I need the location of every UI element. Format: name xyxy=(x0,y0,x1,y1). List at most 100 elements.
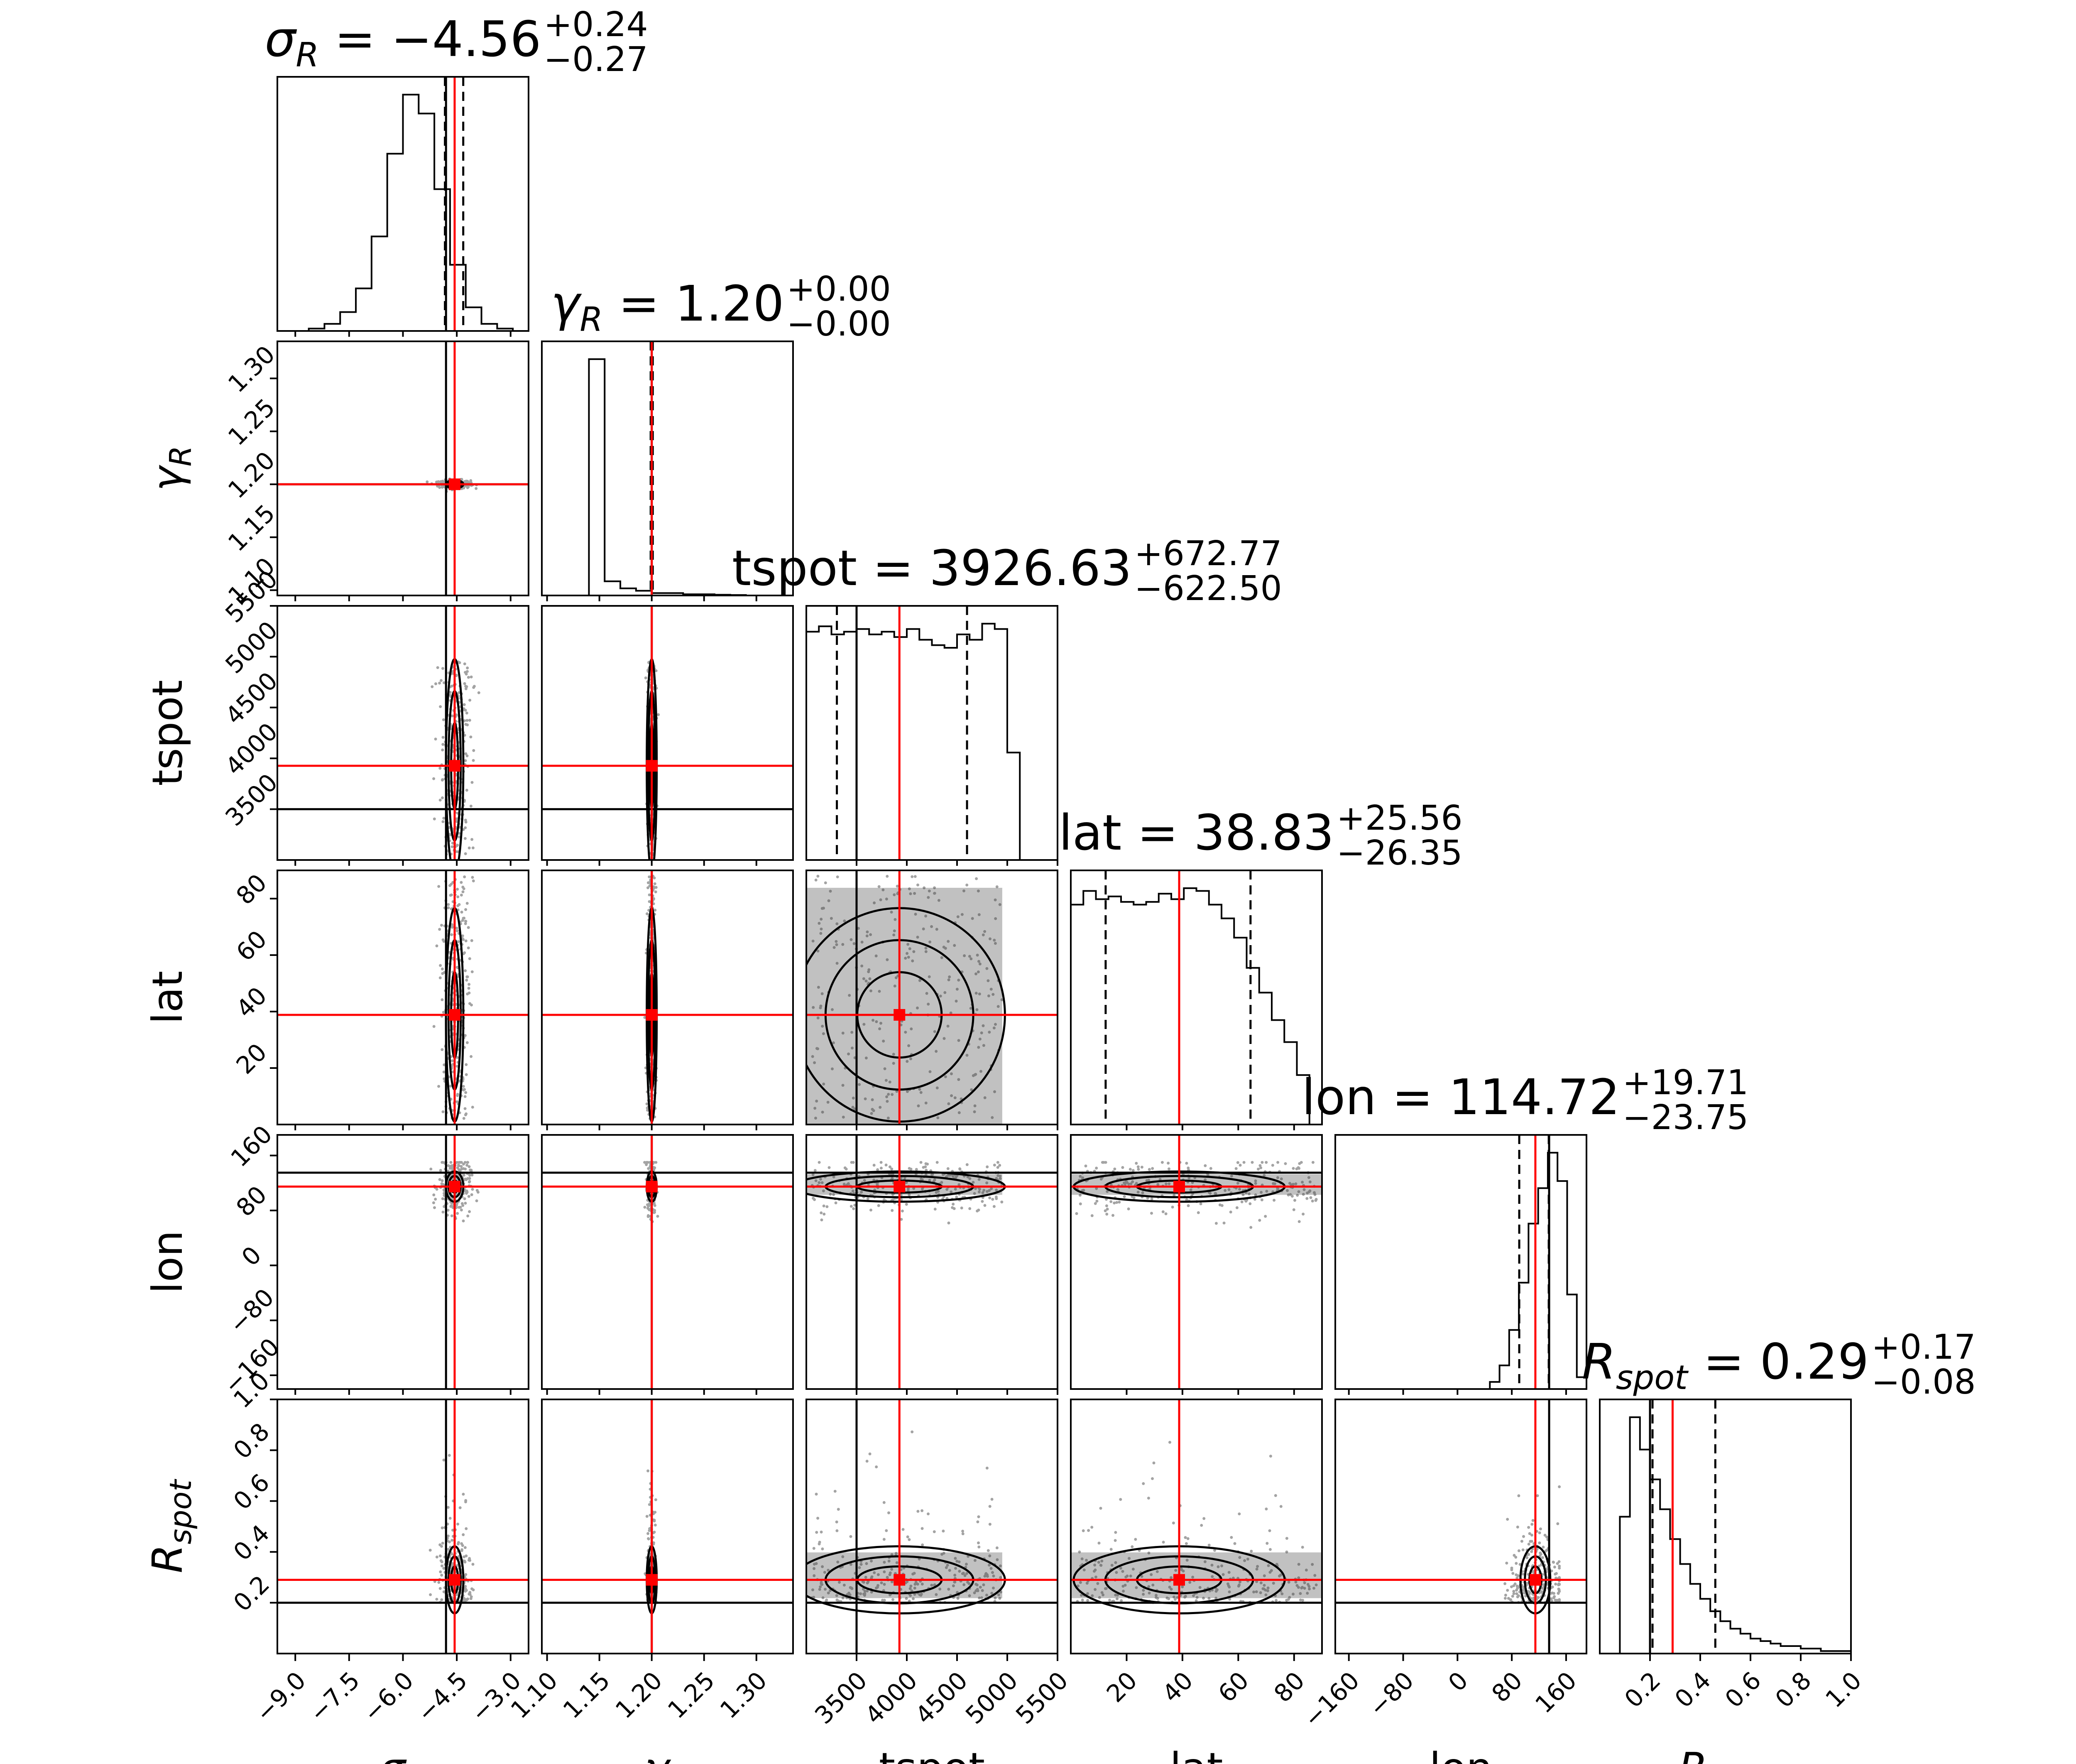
ytick-label-tspot-0: 3500 xyxy=(220,768,283,831)
panel-frame-gamma_R-tspot xyxy=(541,605,794,861)
ytick-label-R_spot-3: 0.8 xyxy=(228,1417,275,1464)
title-lon: lon = 114.72 xyxy=(1302,1068,1620,1126)
xaxis-label-R_spot: Rspot xyxy=(1679,1744,1773,1764)
ytick-label-tspot-3: 5000 xyxy=(220,616,283,679)
panel-frame-lat xyxy=(1070,870,1323,1125)
ytick-label-tspot-2: 4500 xyxy=(220,666,283,730)
title-upper-tspot: +672.77 xyxy=(1134,534,1282,573)
title-lower-tspot: −622.50 xyxy=(1134,569,1282,608)
xtick-label-R_spot-4: 1.0 xyxy=(1820,1666,1867,1713)
xtick-label-gamma_R-4: 1.30 xyxy=(715,1666,772,1724)
histogram-tspot xyxy=(805,622,1058,861)
histogram-sigma_R xyxy=(277,93,529,332)
panel-frame-gamma_R xyxy=(541,341,794,596)
title-upper-lon: +19.71 xyxy=(1623,1063,1748,1102)
ytick-label-R_spot-1: 0.4 xyxy=(228,1519,275,1566)
panel-frame-sigma_R-gamma_R xyxy=(277,341,529,596)
yaxis-label-gamma_R: γR xyxy=(143,446,198,491)
median-marker-gamma_R-tspot xyxy=(646,760,658,772)
panel-frame-sigma_R-R_spot xyxy=(277,1399,529,1654)
ytick-label-lon-1: −80 xyxy=(223,1283,279,1339)
panel-frame-gamma_R-lat xyxy=(541,870,794,1125)
panel-frame-tspot-lon xyxy=(805,1134,1058,1390)
xtick-label-lon-0: −160 xyxy=(1298,1666,1365,1733)
xtick-label-R_spot-0: 0.2 xyxy=(1619,1666,1666,1713)
xaxis-label-lon: lon xyxy=(1429,1744,1492,1764)
xtick-label-lon-3: 80 xyxy=(1486,1666,1528,1708)
title-sigma_R: σR = −4.56 xyxy=(265,10,541,74)
title-upper-gamma_R: +0.00 xyxy=(787,270,891,309)
xtick-label-sigma_R-1: −7.5 xyxy=(304,1666,365,1728)
xtick-label-lat-3: 80 xyxy=(1268,1666,1310,1708)
yaxis-label-lon: lon xyxy=(143,1230,192,1294)
xaxis-label-sigma_R: σR xyxy=(379,1744,426,1764)
xtick-label-tspot-4: 5500 xyxy=(1010,1666,1073,1730)
median-marker-sigma_R-lon xyxy=(448,1181,460,1193)
ytick-label-lon-3: 80 xyxy=(231,1180,272,1222)
xtick-label-R_spot-2: 0.6 xyxy=(1719,1666,1766,1713)
xtick-label-sigma_R-0: −9.0 xyxy=(250,1666,311,1728)
labels-layer: σR = −4.56 +0.24−0.27 γR = 1.20 +0.00−0.00 t… xyxy=(143,5,1976,1764)
xtick-label-tspot-3: 5000 xyxy=(960,1666,1023,1730)
title-gamma_R: γR = 1.20 xyxy=(551,275,784,339)
title-upper-lat: +25.56 xyxy=(1337,799,1462,838)
xtick-label-tspot-1: 4000 xyxy=(859,1666,923,1730)
panel-frame-tspot xyxy=(805,605,1058,861)
xaxis-label-gamma_R: γR xyxy=(645,1744,690,1764)
title-lower-sigma_R: −0.27 xyxy=(543,40,648,79)
xtick-label-tspot-2: 4500 xyxy=(910,1666,973,1730)
panel-frame-R_spot xyxy=(1599,1399,1852,1654)
title-lat: lat = 38.83 xyxy=(1059,804,1334,861)
histogram-lat xyxy=(1070,887,1322,1125)
title-lower-gamma_R: −0.00 xyxy=(787,304,891,344)
median-marker-lon-R_spot xyxy=(1529,1574,1541,1586)
xtick-label-lon-1: −80 xyxy=(1363,1666,1419,1722)
xtick-label-lat-1: 40 xyxy=(1157,1666,1198,1708)
xtick-label-lon-2: 0 xyxy=(1443,1666,1474,1697)
title-lower-R_spot: −0.08 xyxy=(1871,1362,1976,1402)
axes-frames-layer xyxy=(270,76,1852,1661)
xtick-label-tspot-0: 3500 xyxy=(809,1666,872,1730)
panel-frame-sigma_R-tspot xyxy=(277,605,529,861)
xtick-label-gamma_R-2: 1.20 xyxy=(610,1666,668,1724)
ytick-label-gamma_R-2: 1.20 xyxy=(223,446,280,504)
panel-frame-gamma_R-lon xyxy=(541,1134,794,1390)
ytick-label-tspot-1: 4000 xyxy=(220,718,283,781)
median-marker-sigma_R-lat xyxy=(448,1009,460,1021)
title-lower-lon: −23.75 xyxy=(1623,1098,1748,1137)
panel-frame-gamma_R-R_spot xyxy=(541,1399,794,1654)
panel-frame-tspot-R_spot xyxy=(805,1399,1058,1654)
panel-frame-lon-R_spot xyxy=(1334,1399,1587,1654)
scatter-sigma_R-R_spot xyxy=(428,1454,475,1615)
yaxis-label-R_spot: Rspot xyxy=(143,1479,198,1573)
ytick-label-gamma_R-4: 1.30 xyxy=(223,340,280,398)
title-R_spot: Rspot = 0.29 xyxy=(1582,1333,1869,1397)
xtick-label-lat-0: 20 xyxy=(1101,1666,1143,1708)
xtick-label-sigma_R-2: −6.0 xyxy=(357,1666,419,1728)
title-upper-sigma_R: +0.24 xyxy=(543,5,648,44)
yaxis-label-lat: lat xyxy=(143,971,192,1024)
ytick-label-lat-0: 20 xyxy=(231,1038,272,1080)
lines-layer xyxy=(277,77,1852,1654)
xtick-label-lon-4: 160 xyxy=(1530,1666,1582,1719)
ytick-label-R_spot-2: 0.6 xyxy=(228,1468,275,1515)
ytick-label-lat-1: 40 xyxy=(231,982,272,1023)
yaxis-label-tspot: tspot xyxy=(143,680,192,786)
xtick-label-lat-2: 60 xyxy=(1213,1666,1254,1708)
histogram-R_spot xyxy=(1600,1416,1852,1654)
panel-frame-lon xyxy=(1334,1134,1587,1390)
ytick-label-lat-2: 60 xyxy=(231,925,272,967)
median-marker-gamma_R-lon xyxy=(646,1181,658,1193)
median-marker-lat-lon xyxy=(1173,1181,1185,1193)
median-marker-tspot-R_spot xyxy=(894,1574,906,1586)
title-lower-lat: −26.35 xyxy=(1337,833,1462,873)
panel-frame-sigma_R-lat xyxy=(277,870,529,1125)
density-fill-layer xyxy=(806,887,1322,1598)
median-marker-gamma_R-lat xyxy=(646,1009,658,1021)
panel-frame-lat-lon xyxy=(1070,1134,1323,1390)
panel-frame-tspot-lat xyxy=(805,870,1058,1125)
samples-tspot-lat xyxy=(811,875,1004,1120)
ytick-label-lon-4: 160 xyxy=(225,1120,277,1172)
median-marker-gamma_R-R_spot xyxy=(646,1574,658,1586)
